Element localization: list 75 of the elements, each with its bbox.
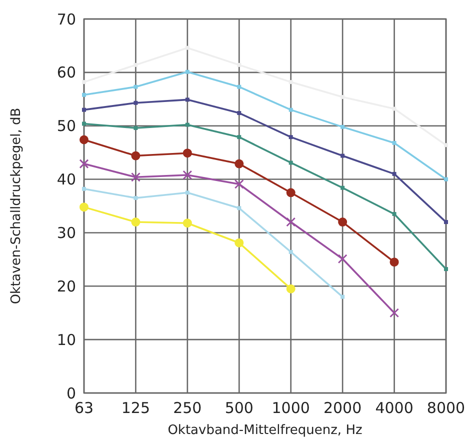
point <box>82 108 86 112</box>
point <box>134 126 138 130</box>
y-tick-label: 40 <box>56 170 76 189</box>
point <box>130 172 140 182</box>
point <box>131 218 140 227</box>
point <box>392 140 396 145</box>
point <box>237 111 242 116</box>
point <box>185 46 190 50</box>
point <box>237 84 242 89</box>
point <box>338 254 348 264</box>
point <box>182 148 192 158</box>
point <box>392 212 396 216</box>
x-tick-label: 4000 <box>375 399 414 417</box>
point <box>234 179 244 189</box>
x-tick-label: 2000 <box>323 399 362 417</box>
point <box>444 177 448 182</box>
x-tick-label: 1000 <box>272 399 310 417</box>
x-tick-label: 8000 <box>426 399 466 417</box>
point <box>80 135 88 144</box>
point <box>288 135 293 140</box>
point <box>338 218 348 227</box>
x-tick-label: 63 <box>74 399 94 417</box>
point <box>340 294 345 299</box>
point <box>237 62 242 67</box>
point <box>82 122 86 126</box>
point <box>234 159 244 168</box>
point <box>134 196 138 200</box>
point <box>392 172 396 176</box>
y-tick-label: 10 <box>56 330 76 349</box>
y-tick-label: 30 <box>56 224 76 242</box>
x-axis-title: Oktavband-Mittelfrequenz, Hz <box>168 423 362 438</box>
point <box>134 84 138 89</box>
point <box>182 170 192 180</box>
point <box>444 267 448 272</box>
point <box>288 80 293 84</box>
y-axis-title: Oktaven-Schalldruckpegel, dB <box>9 108 24 304</box>
point <box>185 98 190 102</box>
x-tick-label: 500 <box>224 399 254 417</box>
x-tick-label: 125 <box>121 399 150 417</box>
point <box>80 202 88 212</box>
point <box>390 258 399 267</box>
point <box>340 124 345 129</box>
point <box>234 238 244 248</box>
point <box>134 62 138 67</box>
point <box>288 250 293 254</box>
point <box>185 190 190 195</box>
point <box>390 308 400 318</box>
point <box>286 217 296 227</box>
point <box>237 206 242 210</box>
point <box>237 135 242 140</box>
point <box>340 154 345 158</box>
point <box>286 284 296 294</box>
point <box>392 106 396 111</box>
y-tick-label: 0 <box>66 384 76 402</box>
point <box>286 188 296 198</box>
point <box>82 92 86 97</box>
point <box>134 100 138 105</box>
point <box>185 122 190 127</box>
point <box>82 186 86 191</box>
y-tick-label: 20 <box>56 277 76 296</box>
point <box>340 186 345 190</box>
point <box>444 220 448 224</box>
y-tick-label: 60 <box>56 64 76 82</box>
point <box>82 80 86 84</box>
point <box>340 95 345 100</box>
point <box>288 160 293 165</box>
point <box>79 159 89 169</box>
y-tick-label: 50 <box>56 117 76 136</box>
point <box>288 108 293 112</box>
point <box>182 218 192 228</box>
point <box>444 143 448 148</box>
point <box>185 70 190 74</box>
x-tick-label: 250 <box>173 399 202 417</box>
point <box>131 151 140 160</box>
y-tick-label: 70 <box>56 10 76 28</box>
